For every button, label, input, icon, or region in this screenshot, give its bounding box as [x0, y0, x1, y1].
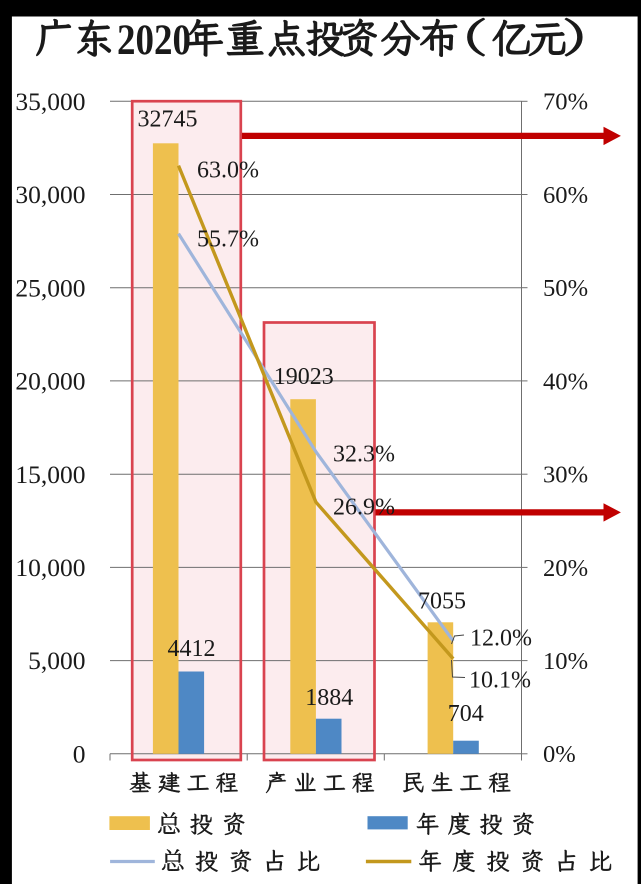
svg-text:30%: 30%: [543, 462, 588, 489]
svg-text:0%: 0%: [543, 741, 576, 768]
svg-text:12.0%: 12.0%: [470, 626, 532, 652]
svg-text:26.9%: 26.9%: [333, 495, 395, 521]
svg-text:10,000: 10,000: [15, 553, 85, 582]
svg-text:55.7%: 55.7%: [197, 227, 259, 253]
svg-text:4412: 4412: [168, 636, 216, 662]
svg-text:1884: 1884: [305, 685, 353, 711]
svg-text:32745: 32745: [138, 107, 198, 133]
svg-text:15,000: 15,000: [15, 460, 85, 489]
svg-text:20,000: 20,000: [15, 367, 85, 396]
svg-text:25,000: 25,000: [15, 273, 85, 302]
svg-text:10%: 10%: [543, 648, 588, 675]
svg-text:10.1%: 10.1%: [469, 668, 531, 694]
svg-text:2020: 2020: [117, 17, 191, 64]
svg-text:40%: 40%: [543, 368, 588, 395]
svg-text:35,000: 35,000: [15, 87, 85, 116]
svg-text:32.3%: 32.3%: [333, 442, 395, 468]
svg-text:50%: 50%: [543, 275, 588, 302]
svg-text:19023: 19023: [274, 364, 334, 390]
svg-text:63.0%: 63.0%: [197, 158, 259, 184]
svg-text:70%: 70%: [543, 89, 588, 116]
svg-text:30,000: 30,000: [15, 180, 85, 209]
svg-text:60%: 60%: [543, 182, 588, 209]
svg-text:0: 0: [73, 739, 86, 768]
svg-text:7055: 7055: [418, 589, 466, 615]
svg-text:704: 704: [448, 701, 484, 727]
svg-text:20%: 20%: [543, 555, 588, 582]
svg-text:5,000: 5,000: [28, 646, 85, 675]
